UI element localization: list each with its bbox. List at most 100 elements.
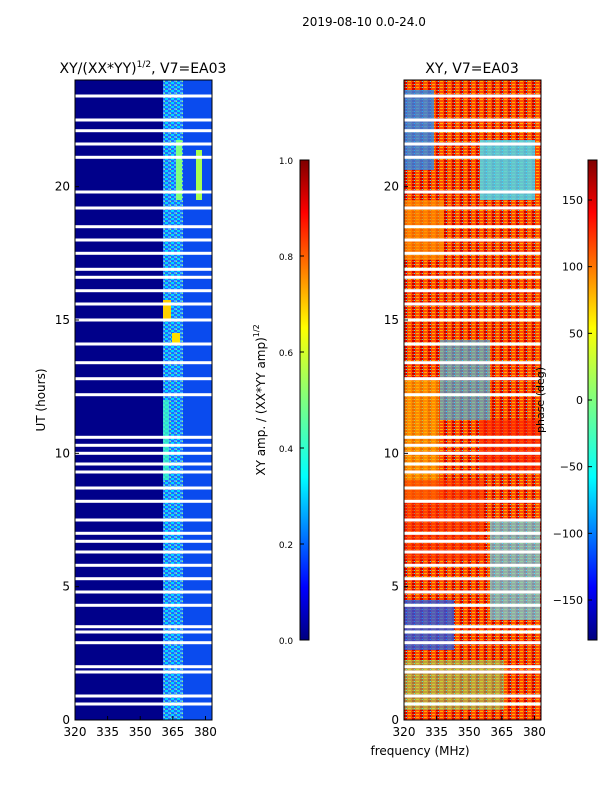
phase-x-tick-label-0: 320 bbox=[393, 725, 416, 739]
phase-colorbar-label: phase (deg) bbox=[534, 367, 547, 433]
figure-suptitle: 2019-08-10 0.0-24.0 bbox=[302, 15, 426, 29]
amplitude-flagged-rows bbox=[75, 94, 212, 706]
phase-colorbar-ticks: 150 100 50 0 −50 −100 −150 bbox=[553, 194, 592, 607]
amplitude-flagged-row-23 bbox=[75, 377, 212, 381]
phase-flagged-row-12 bbox=[404, 539, 541, 543]
amplitude-flagged-row-11 bbox=[75, 550, 212, 554]
phase-colorbar-tick-label-6: −150 bbox=[553, 594, 583, 607]
phase-flagged-row-31 bbox=[404, 251, 541, 255]
phase-flagged-row-6 bbox=[404, 625, 541, 629]
amplitude-x-tick-label-2: 350 bbox=[129, 725, 152, 739]
amplitude-y-ticks: 0 5 10 15 20 bbox=[55, 180, 79, 727]
amplitude-hotspot-1 bbox=[176, 140, 182, 200]
amplitude-flagged-row-33 bbox=[75, 225, 212, 229]
amplitude-x-tick-label-1: 335 bbox=[96, 725, 119, 739]
amplitude-flagged-row-25 bbox=[75, 342, 212, 346]
amplitude-flagged-row-34 bbox=[75, 206, 212, 210]
amplitude-colorbar-tick-label-5: 1.0 bbox=[279, 157, 294, 167]
amplitude-colorbar-tick-label-4: 0.8 bbox=[279, 253, 294, 263]
amplitude-flagged-row-7 bbox=[75, 603, 212, 607]
amplitude-hotspot-5 bbox=[163, 400, 169, 480]
amplitude-flagged-row-35 bbox=[75, 190, 212, 194]
phase-flagged-row-33 bbox=[404, 225, 541, 229]
amplitude-colorbar-tick-label-2: 0.4 bbox=[279, 445, 294, 455]
amplitude-flagged-row-20 bbox=[75, 443, 212, 447]
phase-flagged-row-34 bbox=[404, 206, 541, 210]
phase-flagged-row-7 bbox=[404, 603, 541, 607]
phase-x-tick-label-4: 380 bbox=[523, 725, 546, 739]
amplitude-colorbar-tick-label-3: 0.6 bbox=[279, 349, 294, 359]
phase-flagged-row-2 bbox=[404, 670, 541, 674]
phase-flagged-row-39 bbox=[404, 118, 541, 122]
amplitude-axes-frame bbox=[74, 79, 213, 721]
amplitude-x-tick-label-4: 380 bbox=[194, 725, 217, 739]
amplitude-panel: XY/(XX*YY)1/2, V7=EA03 320 335 350 365 380 0… bbox=[34, 60, 226, 739]
amplitude-flagged-row-39 bbox=[75, 118, 212, 122]
phase-colorbar-tick-label-5: −100 bbox=[553, 527, 583, 540]
phase-colorbar-tick-label-0: 150 bbox=[562, 194, 583, 207]
phase-y-tick-label-4: 20 bbox=[384, 180, 399, 194]
phase-flagged-row-16 bbox=[404, 486, 541, 490]
amplitude-title-main: XY/(XX*YY) bbox=[60, 61, 137, 77]
amplitude-flagged-row-8 bbox=[75, 590, 212, 594]
amplitude-flagged-row-29 bbox=[75, 275, 212, 279]
phase-flagged-row-24 bbox=[404, 361, 541, 365]
phase-flagged-row-22 bbox=[404, 393, 541, 397]
amplitude-flagged-row-16 bbox=[75, 486, 212, 490]
phase-colorbar-tick-label-3: 0 bbox=[576, 394, 583, 407]
amplitude-colorbar: 0.0 0.2 0.4 0.6 0.8 1.0 XY amp. / (XX*YY amp)… bbox=[252, 157, 310, 647]
amplitude-flagged-row-6 bbox=[75, 625, 212, 629]
phase-flagged-row-5 bbox=[404, 630, 541, 634]
phase-region-2 bbox=[480, 140, 535, 200]
phase-flagged-rows bbox=[404, 94, 541, 706]
amplitude-flagged-row-31 bbox=[75, 251, 212, 255]
amplitude-x-ticks: 320 335 350 365 380 bbox=[64, 716, 217, 739]
phase-flagged-row-37 bbox=[404, 142, 541, 146]
amplitude-flagged-row-24 bbox=[75, 361, 212, 365]
phase-flagged-row-1 bbox=[404, 694, 541, 698]
amplitude-flagged-row-30 bbox=[75, 267, 212, 271]
amplitude-flagged-row-36 bbox=[75, 155, 212, 159]
phase-colorbar: 150 100 50 0 −50 −100 −150 phase (deg) bbox=[534, 159, 598, 641]
phase-flagged-row-4 bbox=[404, 641, 541, 645]
amplitude-x-tick-label-3: 365 bbox=[161, 725, 184, 739]
phase-y-tick-label-1: 5 bbox=[391, 580, 399, 594]
amplitude-colorbar-label-sup: 1/2 bbox=[252, 324, 261, 337]
amplitude-flagged-row-4 bbox=[75, 641, 212, 645]
amplitude-hotspot-2 bbox=[196, 150, 202, 200]
amplitude-flagged-row-0 bbox=[75, 702, 212, 706]
phase-x-tick-label-2: 350 bbox=[458, 725, 481, 739]
amplitude-flagged-row-14 bbox=[75, 518, 212, 522]
amplitude-x-tick-label-0: 320 bbox=[64, 725, 87, 739]
amplitude-colorbar-label-main: XY amp. / (XX*YY amp) bbox=[254, 337, 268, 475]
amplitude-colorbar-tick-label-1: 0.2 bbox=[279, 541, 293, 551]
amplitude-flagged-row-18 bbox=[75, 462, 212, 466]
amplitude-panel-title: XY/(XX*YY)1/2, V7=EA03 bbox=[60, 60, 227, 77]
amplitude-flagged-row-38 bbox=[75, 129, 212, 133]
amplitude-heatmap bbox=[74, 79, 213, 721]
phase-colorbar-tick-label-1: 100 bbox=[562, 261, 583, 274]
amplitude-y-tick-label-4: 20 bbox=[55, 180, 70, 194]
amplitude-flagged-row-37 bbox=[75, 142, 212, 146]
amplitude-flagged-row-21 bbox=[75, 435, 212, 439]
amplitude-flagged-row-32 bbox=[75, 238, 212, 242]
phase-flagged-row-10 bbox=[404, 563, 541, 567]
phase-region-3 bbox=[404, 200, 444, 260]
amplitude-flagged-row-12 bbox=[75, 539, 212, 543]
amplitude-colorbar-tick-label-0: 0.0 bbox=[279, 637, 294, 647]
amplitude-y-tick-label-3: 15 bbox=[55, 313, 70, 327]
amplitude-title-tail: , V7=EA03 bbox=[151, 61, 226, 77]
phase-flagged-row-36 bbox=[404, 155, 541, 159]
phase-region-10 bbox=[404, 660, 504, 710]
phase-flagged-row-20 bbox=[404, 443, 541, 447]
phase-panel-title: XY, V7=EA03 bbox=[425, 61, 519, 77]
phase-flagged-row-40 bbox=[404, 94, 541, 98]
phase-colorbar-tick-label-2: 50 bbox=[569, 327, 583, 340]
frequency-axis-label: frequency (MHz) bbox=[370, 744, 469, 758]
phase-flagged-row-15 bbox=[404, 499, 541, 503]
amplitude-flagged-row-26 bbox=[75, 318, 212, 322]
phase-flagged-row-21 bbox=[404, 435, 541, 439]
phase-flagged-row-14 bbox=[404, 518, 541, 522]
phase-flagged-row-25 bbox=[404, 342, 541, 346]
phase-y-tick-label-0: 0 bbox=[391, 713, 399, 727]
